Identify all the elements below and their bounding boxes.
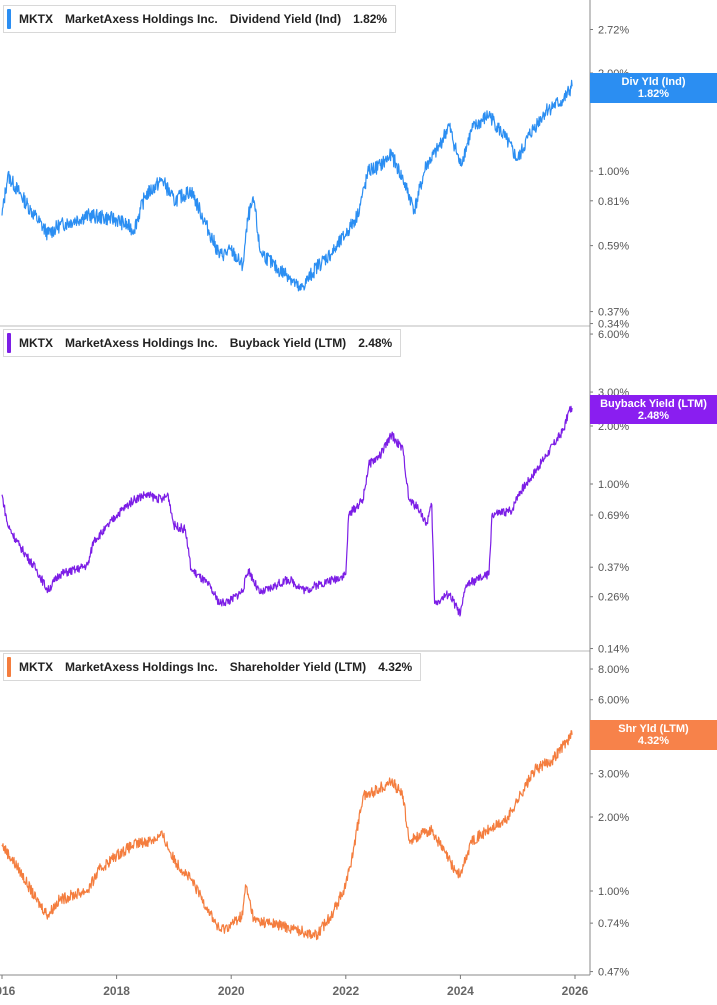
legend-value: 1.82% <box>353 12 388 26</box>
legend-ticker: MKTX <box>19 336 53 350</box>
legend-metric: Shareholder Yield (LTM) <box>229 660 367 674</box>
tag-title: Shr Yld (LTM) <box>618 723 689 735</box>
legend-buyback-yield: MKTX MarketAxess Holdings Inc. Buyback Y… <box>3 329 402 357</box>
price-tag-buyback-yield: Buyback Yield (LTM) 2.48% <box>590 395 717 424</box>
legend-color-swatch <box>7 9 11 29</box>
legend-value: 4.32% <box>378 660 413 674</box>
y-tick-label: 0.74% <box>598 918 629 930</box>
x-tick-label: 2022 <box>332 984 359 998</box>
y-tick-label: 0.14% <box>598 644 629 656</box>
y-tick-label: 2.72% <box>598 25 629 37</box>
legend-company: MarketAxess Holdings Inc. <box>65 336 218 350</box>
legend-value: 2.48% <box>358 336 393 350</box>
x-tick-label: 2016 <box>0 984 16 998</box>
series-line-2 <box>1 730 573 941</box>
tag-title: Buyback Yield (LTM) <box>600 397 707 410</box>
y-tick-label: 0.47% <box>598 967 629 979</box>
y-tick-label: 3.00% <box>598 769 629 781</box>
y-tick-label: 1.00% <box>598 886 629 898</box>
tag-value: 1.82% <box>637 88 670 100</box>
series-line-1 <box>1 405 573 617</box>
price-tag-dividend-yield: Div Yld (Ind) 1.82% <box>590 73 717 103</box>
y-tick-label: 6.00% <box>598 695 629 707</box>
legend-company: MarketAxess Holdings Inc. <box>65 12 218 26</box>
legend-color-swatch <box>7 657 11 677</box>
legend-metric: Dividend Yield (Ind) <box>229 12 342 26</box>
series-line-0 <box>1 79 573 292</box>
y-tick-label: 0.81% <box>598 196 629 208</box>
y-tick-label: 1.00% <box>598 479 629 491</box>
y-tick-label: 6.00% <box>598 329 629 341</box>
y-tick-label: 0.26% <box>598 592 629 604</box>
legend-shareholder-yield: MKTX MarketAxess Holdings Inc. Sharehold… <box>3 653 422 681</box>
y-tick-label: 0.59% <box>598 241 629 253</box>
tag-title: Div Yld (Ind) <box>621 76 686 88</box>
x-tick-label: 2020 <box>218 984 245 998</box>
y-tick-label: 0.37% <box>598 562 629 574</box>
legend-color-swatch <box>7 333 11 353</box>
legend-metric: Buyback Yield (LTM) <box>229 336 347 350</box>
y-tick-label: 0.37% <box>598 307 629 319</box>
tag-value: 2.48% <box>637 409 670 422</box>
x-tick-label: 2024 <box>447 984 474 998</box>
price-tag-shareholder-yield: Shr Yld (LTM) 4.32% <box>590 720 717 750</box>
y-tick-label: 0.34% <box>598 319 629 331</box>
y-tick-label: 1.00% <box>598 166 629 178</box>
y-tick-label: 0.69% <box>598 510 629 522</box>
legend-dividend-yield: MKTX MarketAxess Holdings Inc. Dividend … <box>3 5 397 33</box>
x-tick-label: 2026 <box>562 984 589 998</box>
y-tick-label: 8.00% <box>598 664 629 676</box>
legend-ticker: MKTX <box>19 660 53 674</box>
legend-company: MarketAxess Holdings Inc. <box>65 660 218 674</box>
x-tick-label: 2018 <box>103 984 130 998</box>
y-tick-label: 2.00% <box>598 812 629 824</box>
tag-value: 4.32% <box>637 735 670 747</box>
legend-ticker: MKTX <box>19 12 53 26</box>
